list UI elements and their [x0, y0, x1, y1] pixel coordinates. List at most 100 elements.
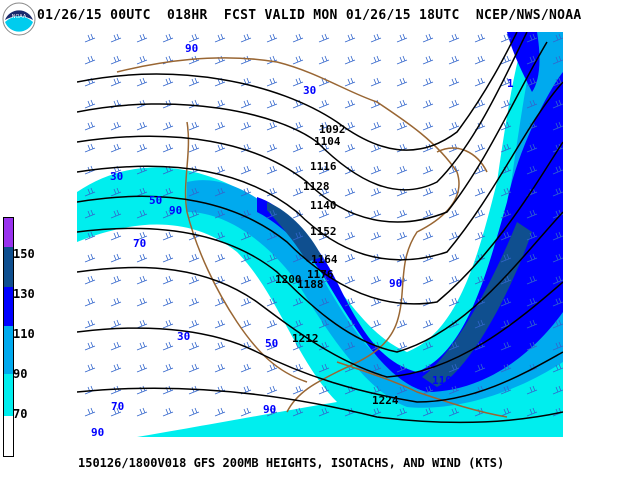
wind-barb: [188, 209, 200, 219]
wind-barb: [188, 319, 200, 329]
wind-barb: [318, 385, 330, 395]
wind-barb: [552, 231, 563, 241]
wind-barb: [84, 33, 96, 43]
wind-barb: [370, 33, 382, 43]
wind-barb: [240, 319, 252, 329]
wind-barb: [188, 187, 200, 197]
wind-barb: [162, 77, 174, 87]
wind-barb: [110, 55, 122, 65]
wind-barb: [188, 363, 200, 373]
wind-barb: [162, 407, 174, 417]
isotach-label: 30: [303, 84, 316, 97]
wind-barb: [136, 297, 148, 307]
isotach-color-legend: [3, 217, 14, 457]
wind-barb: [422, 209, 434, 219]
wind-barb: [214, 33, 226, 43]
wind-barb: [448, 385, 460, 395]
wind-barb: [370, 165, 382, 175]
wind-barb: [396, 363, 408, 373]
wind-barb: [136, 33, 148, 43]
legend-bin-150-plus: [4, 218, 13, 247]
wind-barb: [448, 55, 460, 65]
wind-barb: [448, 33, 460, 43]
wind-barb: [266, 341, 278, 351]
wind-barb: [448, 407, 460, 417]
wind-barb: [84, 341, 96, 351]
wind-barb: [422, 231, 434, 241]
wind-barb: [370, 363, 382, 373]
legend-label: 70: [13, 407, 28, 421]
wind-barb: [188, 121, 200, 131]
wind-barb: [474, 231, 486, 241]
wind-barb: [188, 77, 200, 87]
wind-barb: [110, 275, 122, 285]
wind-barb: [188, 341, 200, 351]
wind-barb: [500, 33, 512, 43]
wind-barb: [526, 407, 538, 417]
wind-barb: [474, 319, 486, 329]
wind-barb: [266, 143, 278, 153]
legend-bin-110-130: [4, 287, 13, 326]
wind-barb: [110, 231, 122, 241]
wind-barb: [474, 363, 486, 373]
wind-barb: [370, 209, 382, 219]
wind-barb: [344, 253, 356, 263]
wind-barb: [448, 231, 460, 241]
wind-barb: [370, 319, 382, 329]
wind-barb: [318, 275, 330, 285]
wind-barb: [318, 121, 330, 131]
wind-barb: [396, 341, 408, 351]
contour-label: 1116: [310, 160, 337, 173]
wind-barb: [162, 33, 174, 43]
wind-barb: [552, 99, 563, 109]
wind-barb: [318, 363, 330, 373]
wind-barb: [110, 319, 122, 329]
wind-barb: [162, 121, 174, 131]
wind-barb: [110, 33, 122, 43]
wind-barb: [552, 165, 563, 175]
wind-barb: [292, 319, 304, 329]
wind-barb: [318, 33, 330, 43]
wind-barb: [474, 209, 486, 219]
map-title: 01/26/15 00UTC 018HR FCST VALID MON 01/2…: [37, 8, 582, 23]
wind-barb: [552, 341, 563, 351]
wind-barb: [344, 187, 356, 197]
coastlines: [116, 57, 508, 418]
contour-label: 1164: [311, 253, 338, 266]
wind-barb: [422, 407, 434, 417]
wind-barb: [292, 275, 304, 285]
wind-barb: [474, 275, 486, 285]
wind-barb: [162, 187, 174, 197]
wind-barb: [292, 297, 304, 307]
weather-map: 1092 1104 1116 1128 1140 1152 1164 1176 …: [77, 32, 563, 437]
wind-barb: [266, 33, 278, 43]
wind-barb: [318, 253, 330, 263]
wind-barb: [266, 187, 278, 197]
wind-barb: [422, 99, 434, 109]
wind-barb: [526, 33, 538, 43]
wind-barb: [318, 319, 330, 329]
wind-barb: [448, 165, 460, 175]
wind-barb: [84, 253, 96, 263]
wind-barb: [526, 143, 538, 153]
wind-barb: [344, 297, 356, 307]
wind-barb: [292, 33, 304, 43]
wind-barb: [240, 253, 252, 263]
wind-barb: [422, 33, 434, 43]
wind-barb: [396, 209, 408, 219]
wind-barb: [240, 187, 252, 197]
wind-barb: [136, 209, 148, 219]
wind-barb: [318, 165, 330, 175]
wind-barb: [214, 297, 226, 307]
contour-label: 1092: [319, 123, 346, 136]
wind-barb: [552, 187, 563, 197]
wind-barb: [136, 407, 148, 417]
isotach-label: 50: [265, 337, 278, 350]
wind-barb: [266, 363, 278, 373]
wind-barb: [266, 297, 278, 307]
wind-barb: [84, 231, 96, 241]
isotach-label: 90: [389, 277, 402, 290]
wind-barb: [448, 297, 460, 307]
wind-barb: [136, 187, 148, 197]
wind-barb: [136, 363, 148, 373]
